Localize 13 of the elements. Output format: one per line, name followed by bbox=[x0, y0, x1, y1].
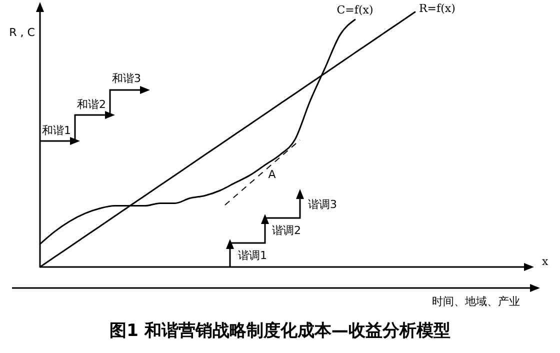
annotation: 谐调1 bbox=[238, 249, 267, 262]
annotation: 谐调3 bbox=[308, 198, 337, 211]
y-axis-title: R , C bbox=[9, 26, 36, 39]
annotation: 谐调2 bbox=[272, 224, 301, 237]
annotation: A bbox=[268, 168, 276, 181]
series-label: C=f(x) bbox=[336, 4, 374, 17]
x-axis-title: x bbox=[542, 255, 549, 268]
text: 图1 和谐营销战略制度化成本—收益分析模型 bbox=[110, 321, 450, 341]
annotation: 和谐1 bbox=[42, 124, 71, 137]
series-label: R=f(x) bbox=[419, 2, 456, 15]
annotation: 和谐3 bbox=[112, 72, 141, 85]
annotation: 和谐2 bbox=[77, 98, 106, 111]
text: 时间、地域、产业 bbox=[432, 295, 520, 308]
